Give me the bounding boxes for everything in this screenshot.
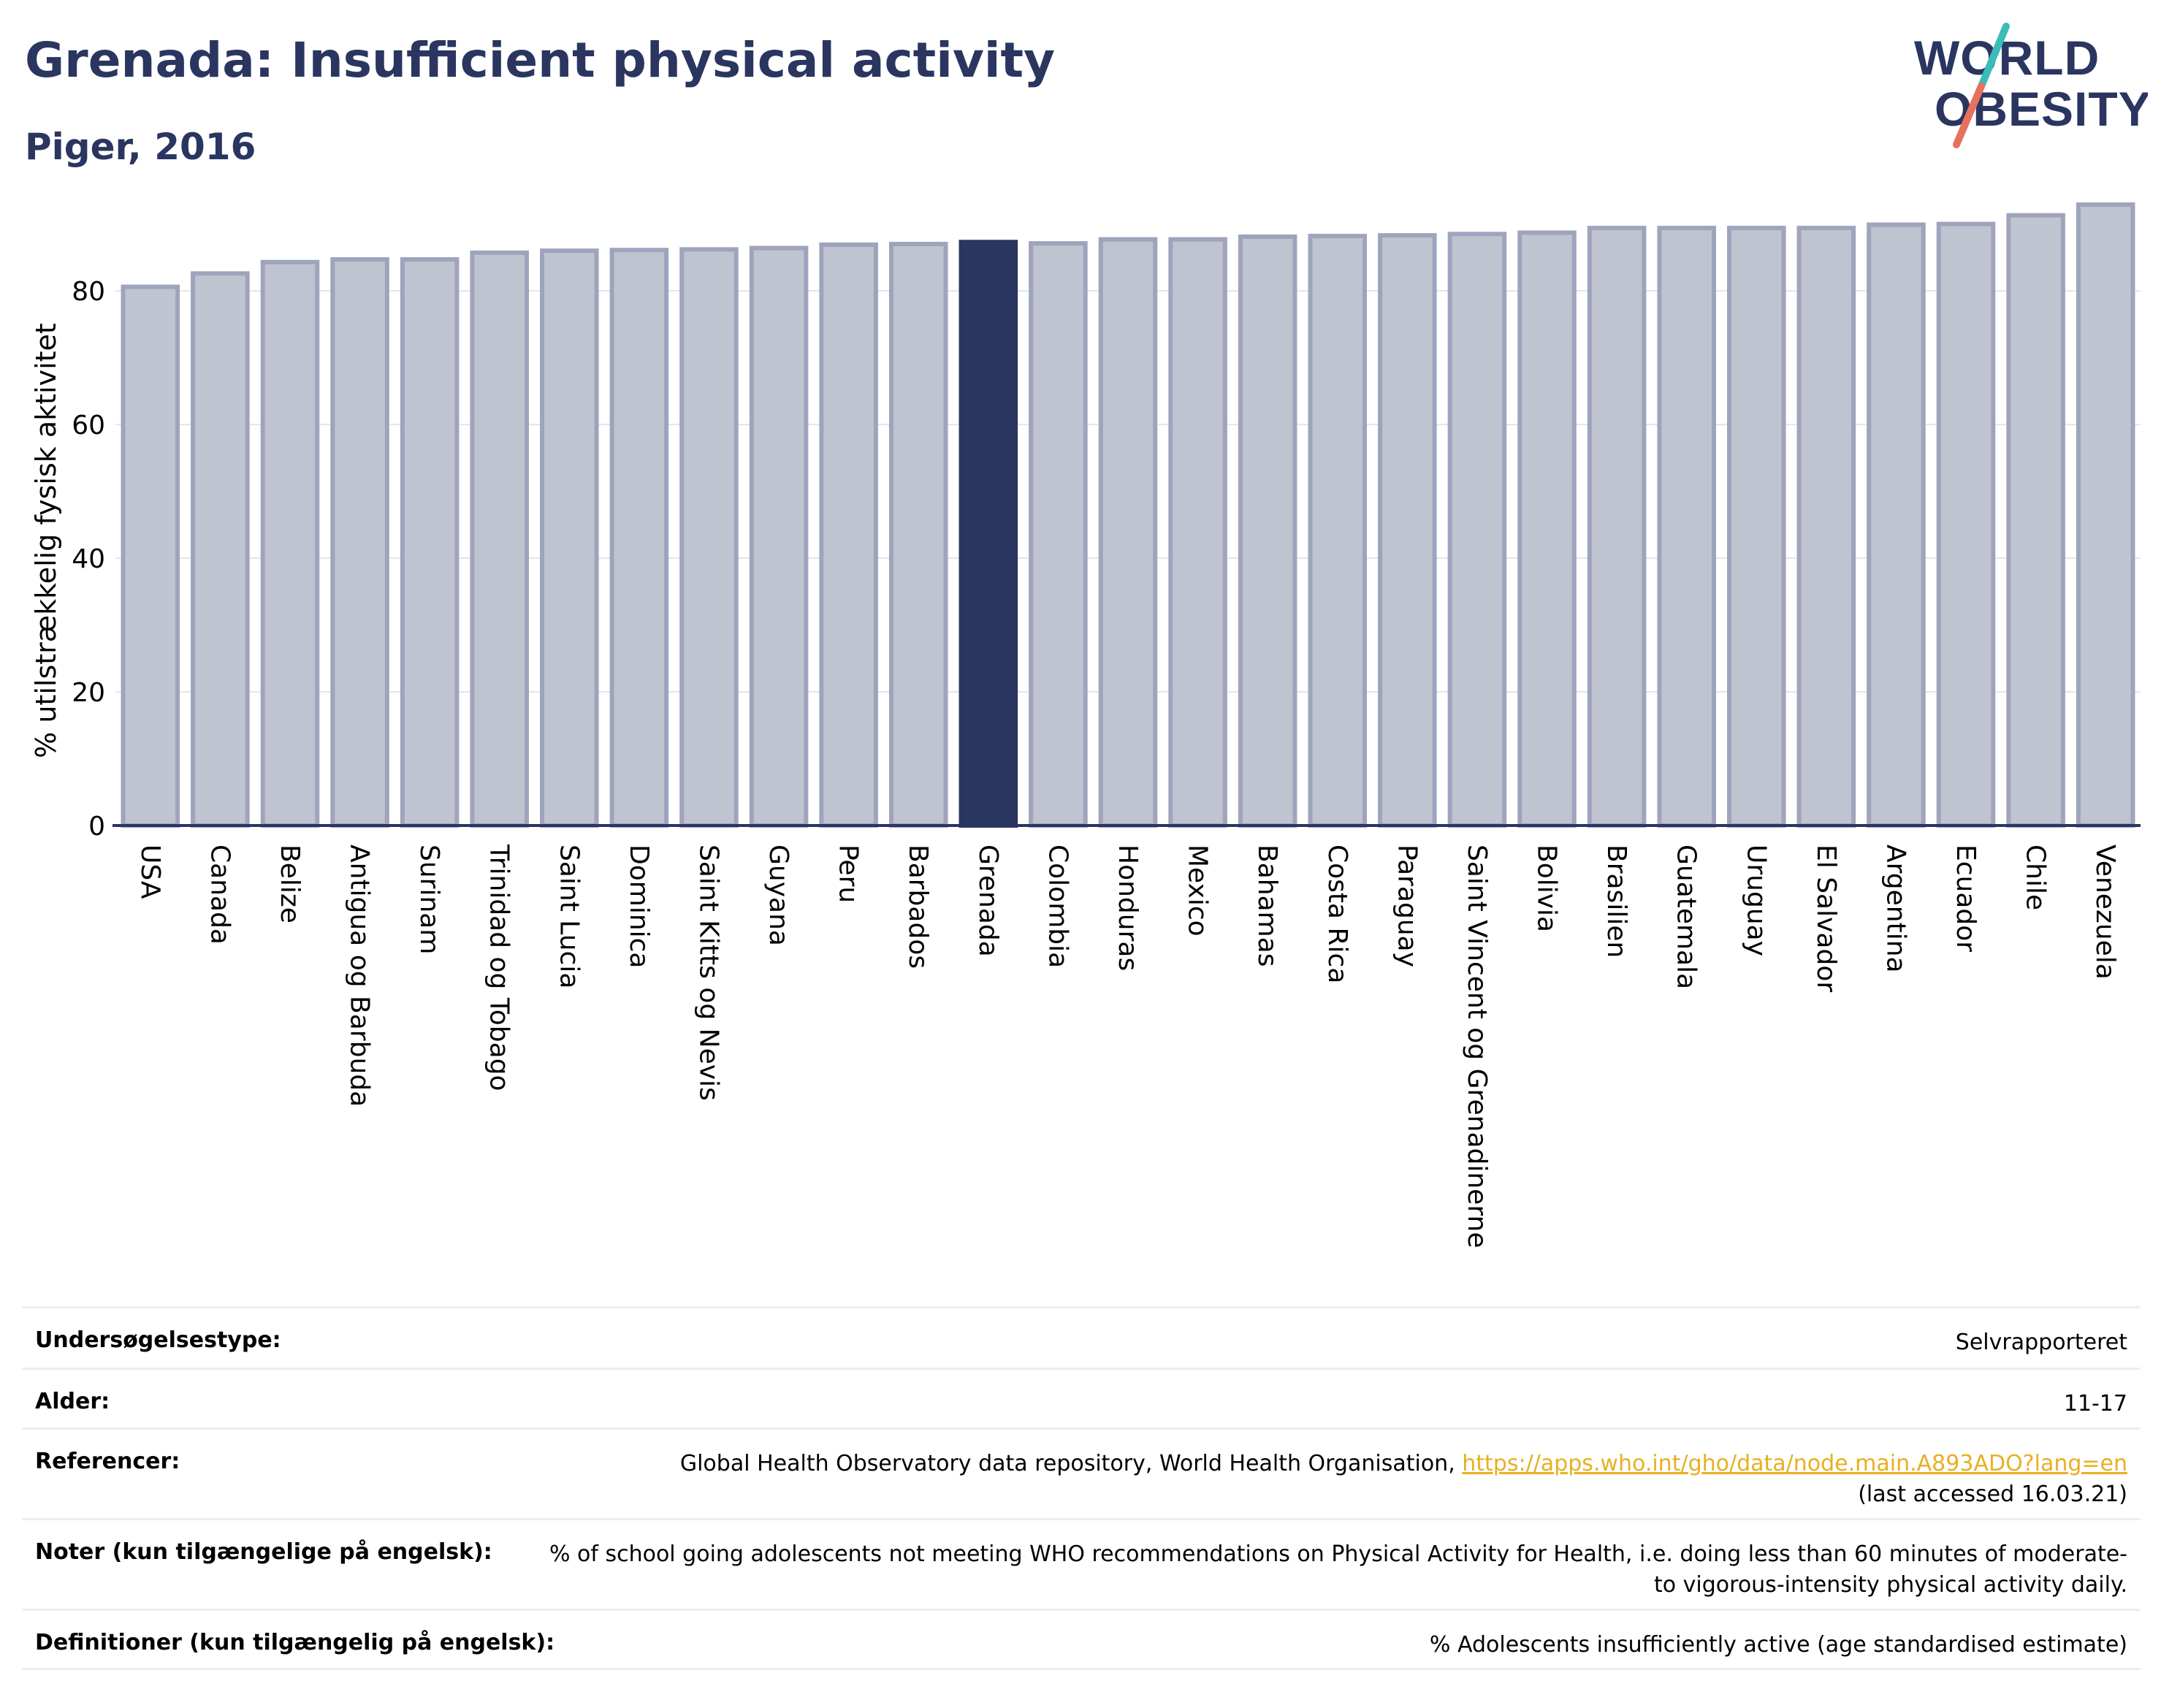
bar-uruguay [1726, 226, 1786, 828]
x-tick-label: Barbados [903, 845, 933, 969]
x-tick-label: Guyana [763, 845, 793, 946]
bar-guatemala [1657, 226, 1716, 828]
x-tick-label: Belize [275, 845, 305, 923]
bar-peru [819, 242, 878, 828]
chart-subtitle: Piger, 2016 [25, 126, 256, 168]
info-row-references: Referencer: Global Health Observatory da… [22, 1427, 2141, 1518]
x-tick-label: Argentina [1880, 845, 1910, 973]
references-accessed: (last accessed 16.03.21) [1858, 1482, 2127, 1507]
bar-trinidad-og-tobago [470, 250, 530, 828]
world-obesity-logo: WORLD OBESITY [1914, 23, 2148, 148]
x-tick-label: Uruguay [1741, 845, 1771, 956]
x-tick-label: Bahamas [1252, 845, 1282, 967]
notes-label: Noter (kun tilgængelige på engelsk): [35, 1539, 492, 1565]
x-tick-label: Venezuela [2090, 845, 2120, 980]
bar-chile [2006, 213, 2065, 828]
bar-el-salvador [1796, 226, 1856, 828]
definitions-label: Definitioner (kun tilgængelig på engelsk… [35, 1630, 555, 1655]
x-tick-label: Surinam [414, 845, 444, 954]
y-tick-label: 80 [72, 277, 105, 307]
bar-canada [191, 271, 250, 828]
x-tick-label: Mexico [1183, 845, 1213, 937]
x-tick-label: Honduras [1113, 845, 1143, 971]
x-axis-ticks: USA Canada Belize Antigua og Barbuda Surinam… [135, 844, 2120, 1248]
notes-value: % of school going adolescents not meetin… [549, 1541, 2127, 1598]
logo-text-world: WORLD [1914, 31, 2100, 85]
info-row-age: Alder: 11-17 [22, 1368, 2141, 1427]
bar-argentina [1867, 222, 1926, 828]
references-value: Global Health Observatory data repositor… [209, 1449, 2127, 1510]
chart-title: Grenada: Insufficient physical activity [25, 32, 1056, 88]
bar-saint-kitts-og-nevis [679, 247, 739, 828]
bar-chart: 0 20 40 60 80 USA Canada Belize Antigua og Barb… [30, 202, 2141, 1248]
x-tick-label: Saint Vincent og Grenadinerne [1462, 845, 1492, 1248]
survey-type-value: Selvrapporteret [1955, 1330, 2127, 1355]
info-table: Undersøgelsestype: Selvrapporteret Alder… [22, 1306, 2141, 1670]
y-tick-label: 60 [72, 411, 105, 441]
bar-honduras [1098, 237, 1158, 828]
x-tick-label: Chile [2021, 845, 2051, 910]
bar-dominica [609, 248, 669, 828]
logo-slash-teal-icon [1978, 23, 2010, 90]
x-tick-label: Colombia [1043, 845, 1072, 968]
x-tick-label: Bolivia [1532, 845, 1562, 932]
logo-slash-coral-icon [1953, 83, 1985, 148]
bar-belize [260, 259, 320, 828]
bar-antigua-og-barbuda [330, 257, 389, 828]
y-tick-label: 0 [88, 812, 105, 842]
x-tick-label: Brasilien [1601, 845, 1631, 958]
x-tick-label: Canada [205, 845, 235, 945]
survey-type-label: Undersøgelsestype: [35, 1327, 281, 1353]
x-tick-label: El Salvador [1811, 845, 1841, 992]
info-row-survey-type: Undersøgelsestype: Selvrapporteret [22, 1306, 2141, 1368]
age-label: Alder: [35, 1389, 110, 1414]
info-row-notes: Noter (kun tilgængelige på engelsk): % o… [22, 1518, 2141, 1609]
bar-mexico [1168, 237, 1227, 828]
references-link[interactable]: https://apps.who.int/gho/data/node.main.… [1462, 1451, 2127, 1476]
bar-usa [121, 284, 180, 828]
references-text: Global Health Observatory data repositor… [679, 1451, 1463, 1476]
chart-bars [121, 202, 2135, 828]
age-value: 11-17 [2063, 1391, 2127, 1417]
bar-bolivia [1517, 230, 1577, 828]
info-row-definitions: Definitioner (kun tilgængelig på engelsk… [22, 1609, 2141, 1670]
y-tick-label: 40 [72, 544, 105, 574]
bar-grenada [958, 240, 1018, 828]
x-tick-label: Antigua og Barbuda [345, 845, 375, 1107]
x-tick-label: Grenada [973, 845, 1003, 957]
references-label: Referencer: [35, 1449, 180, 1474]
bar-ecuador [1936, 221, 1996, 828]
x-tick-label: Saint Lucia [554, 845, 584, 988]
bar-brasilien [1587, 226, 1647, 828]
bar-surinam [400, 257, 460, 828]
y-axis-label: % utilstrækkelig fysisk aktivitet [30, 323, 62, 758]
x-tick-label: USA [135, 845, 165, 899]
bar-colombia [1029, 241, 1088, 828]
bar-saint-vincent-og-grenadinerne [1447, 232, 1507, 828]
bar-guyana [749, 245, 809, 828]
x-tick-label: Paraguay [1392, 845, 1422, 967]
bar-venezuela [2076, 202, 2135, 828]
x-tick-label: Peru [834, 845, 864, 903]
x-tick-label: Costa Rica [1322, 845, 1352, 983]
definitions-value: % Adolescents insufficiently active (age… [1429, 1632, 2127, 1658]
bar-saint-lucia [540, 248, 599, 828]
x-tick-label: Guatemala [1672, 845, 1701, 989]
x-tick-label: Ecuador [1951, 845, 1981, 952]
bar-costa-rica [1308, 234, 1368, 828]
y-tick-label: 20 [72, 678, 105, 708]
x-tick-label: Dominica [624, 845, 654, 969]
bar-paraguay [1378, 233, 1437, 828]
x-tick-label: Saint Kitts og Nevis [693, 845, 723, 1101]
x-tick-label: Trinidad og Tobago [484, 844, 514, 1091]
bar-bahamas [1238, 234, 1297, 828]
y-axis-ticks: 0 20 40 60 80 [72, 277, 105, 842]
bar-barbados [888, 242, 948, 828]
